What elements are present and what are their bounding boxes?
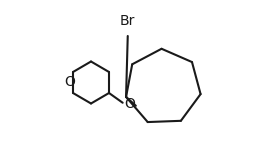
Text: O: O <box>64 75 75 90</box>
Text: O: O <box>124 97 135 111</box>
Text: Br: Br <box>119 14 135 28</box>
